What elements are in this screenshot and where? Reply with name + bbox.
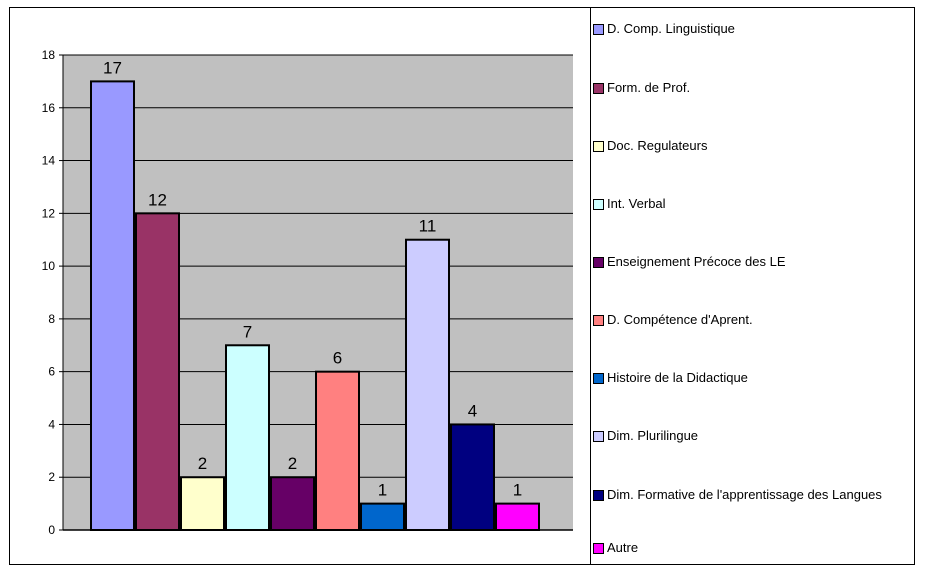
data-label: 1: [378, 481, 387, 500]
bar: [135, 212, 180, 531]
legend-label: Dim. Formative de l'apprentissage des La…: [607, 487, 882, 502]
data-label: 2: [198, 454, 207, 473]
legend-item: D. Compétence d'Aprent.: [593, 311, 919, 328]
legend-swatch: [593, 24, 604, 35]
data-label: 1: [513, 481, 522, 500]
bar: [90, 80, 135, 531]
data-label: 2: [288, 454, 297, 473]
bar: [225, 344, 270, 531]
legend-item: Dim. Plurilingue: [593, 427, 919, 444]
legend-label: Doc. Regulateurs: [607, 138, 708, 153]
legend-item: Dim. Formative de l'apprentissage des La…: [593, 486, 919, 503]
bar: [450, 423, 495, 532]
y-tick-label: 18: [42, 48, 56, 62]
bar: [270, 476, 315, 532]
y-tick-label: 6: [48, 365, 55, 379]
legend-label: Enseignement Précoce des LE: [607, 254, 786, 269]
bar: [495, 502, 540, 532]
legend-swatch: [593, 431, 604, 442]
legend-item: Autre: [593, 539, 919, 556]
legend-item: Enseignement Précoce des LE: [593, 253, 919, 270]
data-label: 17: [103, 58, 122, 77]
legend-label: Form. de Prof.: [607, 80, 691, 95]
legend-label: Dim. Plurilingue: [607, 428, 699, 443]
legend-swatch: [593, 257, 604, 268]
legend-item: Histoire de la Didactique: [593, 369, 919, 386]
bar: [405, 238, 450, 531]
y-tick-label: 14: [42, 154, 56, 168]
legend-swatch: [593, 373, 604, 384]
right-divider: [914, 7, 915, 565]
legend-item: Doc. Regulateurs: [593, 137, 919, 154]
data-label: 6: [333, 349, 342, 368]
legend-label: Int. Verbal: [607, 196, 666, 211]
y-tick-label: 2: [48, 470, 55, 484]
legend-item: Int. Verbal: [593, 195, 919, 212]
legend-swatch: [593, 490, 604, 501]
legend-divider: [590, 7, 591, 565]
legend-label: Autre: [607, 540, 639, 555]
legend-label: Histoire de la Didactique: [607, 370, 748, 385]
data-label: 4: [468, 401, 477, 420]
y-tick-label: 8: [48, 312, 55, 326]
data-label: 11: [419, 217, 437, 236]
legend-swatch: [593, 315, 604, 326]
y-tick-label: 0: [48, 523, 55, 537]
data-label: 12: [148, 190, 167, 209]
bar: [315, 370, 360, 531]
legend-label: D. Comp. Linguistique: [607, 21, 735, 36]
bar: [360, 502, 405, 532]
legend-swatch: [593, 141, 604, 152]
legend-swatch: [593, 543, 604, 554]
data-label: 7: [243, 322, 252, 341]
y-tick-label: 16: [42, 101, 56, 115]
chart-frame: [9, 7, 914, 565]
legend-swatch: [593, 199, 604, 210]
bar: [180, 476, 225, 532]
y-tick-label: 4: [48, 417, 55, 431]
legend-item: Form. de Prof.: [593, 79, 919, 96]
legend-swatch: [593, 83, 604, 94]
legend-label: D. Compétence d'Aprent.: [607, 312, 753, 327]
y-tick-label: 12: [42, 206, 56, 220]
y-tick-label: 10: [42, 259, 56, 273]
legend-item: D. Comp. Linguistique: [593, 20, 919, 37]
